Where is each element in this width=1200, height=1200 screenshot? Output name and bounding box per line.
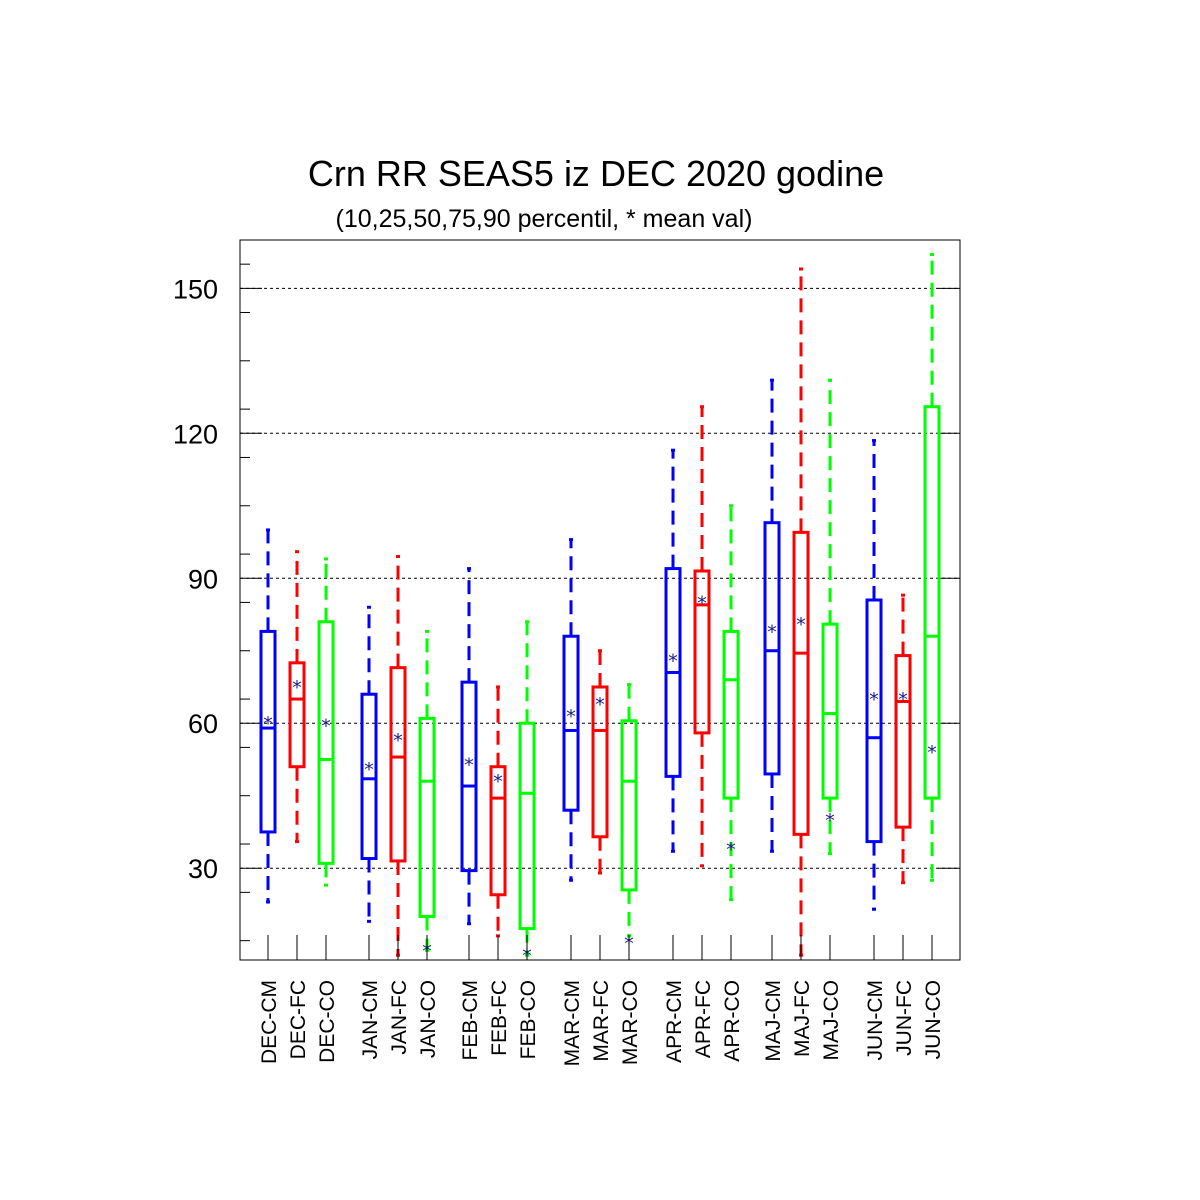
y-tick-label: 90 — [188, 564, 218, 594]
box-apr-fc: * — [693, 405, 711, 868]
mean-marker: * — [393, 730, 403, 752]
gridlines — [240, 287, 960, 869]
iqr-box — [317, 620, 335, 865]
x-tick-label: MAR-FC — [590, 980, 613, 1062]
iqr-box — [288, 661, 306, 769]
x-tick-label: DEC-FC — [287, 980, 310, 1059]
x-tick-label: JUN-FC — [893, 980, 916, 1056]
box-dec-cm: * — [259, 528, 277, 904]
x-tick-label: FEB-FC — [488, 980, 511, 1056]
box-feb-cm: * — [460, 567, 478, 926]
x-tick-label: MAJ-FC — [791, 980, 814, 1057]
mean-marker: * — [825, 810, 835, 832]
mean-marker: * — [321, 716, 331, 738]
x-tick-label: JAN-FC — [388, 980, 411, 1055]
x-tick-label: MAR-CO — [619, 980, 642, 1065]
mean-marker: * — [292, 677, 302, 699]
box-dec-co: * — [317, 557, 335, 887]
mean-marker: * — [927, 742, 937, 764]
chart-subtitle: (10,25,50,75,90 percentil, * mean val) — [336, 205, 753, 233]
mean-marker: * — [726, 839, 736, 861]
box-maj-cm: * — [763, 378, 781, 853]
mean-marker: * — [668, 650, 678, 672]
iqr-box — [792, 530, 810, 836]
iqr-box — [821, 622, 839, 800]
iqr-box — [259, 629, 277, 834]
iqr-box — [360, 692, 378, 861]
y-tick-label: 30 — [188, 854, 218, 884]
box-apr-cm: * — [664, 448, 682, 853]
iqr-box — [923, 405, 941, 800]
x-tick-label: FEB-CO — [517, 980, 540, 1059]
box-maj-co: * — [821, 378, 839, 856]
x-tick-label: JUN-CM — [864, 980, 887, 1060]
box-jun-fc: * — [894, 593, 912, 885]
x-tick-label: MAJ-CM — [762, 980, 785, 1062]
box-jun-co: * — [923, 252, 941, 882]
mean-marker: * — [595, 694, 605, 716]
x-tick-label: MAR-CM — [561, 980, 584, 1066]
mean-marker: * — [364, 759, 374, 781]
y-tick-label: 150 — [173, 274, 218, 304]
x-tick-label: APR-FC — [692, 980, 715, 1058]
y-tick-label: 60 — [188, 709, 218, 739]
x-tick-label: JAN-CO — [417, 980, 440, 1058]
iqr-box — [722, 629, 740, 800]
iqr-box — [460, 680, 478, 873]
iqr-box — [763, 521, 781, 776]
x-tick-label: JUN-CO — [922, 980, 945, 1059]
iqr-box — [562, 634, 580, 812]
box-dec-fc: * — [288, 550, 306, 844]
box-jun-cm: * — [865, 439, 883, 911]
iqr-box — [418, 716, 436, 919]
x-tick-label: MAJ-CO — [820, 980, 843, 1061]
iqr-box — [894, 654, 912, 829]
box-feb-fc: * — [489, 685, 507, 938]
x-tick-label: FEB-CM — [459, 980, 482, 1061]
box-mar-cm: * — [562, 538, 580, 882]
y-axis: 30 60 90 120 150 — [173, 263, 960, 942]
x-tick-label: DEC-CM — [258, 980, 281, 1064]
mean-marker: * — [767, 621, 777, 643]
iqr-box — [693, 569, 711, 735]
mean-marker: * — [493, 771, 503, 793]
mean-marker: * — [566, 706, 576, 728]
chart-title: Crn RR SEAS5 iz DEC 2020 godine — [308, 153, 884, 194]
mean-marker: * — [263, 713, 273, 735]
plot-frame — [239, 239, 961, 961]
x-tick-label: APR-CM — [663, 980, 686, 1063]
iqr-box — [489, 765, 507, 897]
x-tick-label: APR-CO — [721, 980, 744, 1062]
y-tick-label: 120 — [173, 419, 218, 449]
mean-marker: * — [869, 689, 879, 711]
mean-marker: * — [697, 592, 707, 614]
box-jan-cm: * — [360, 605, 378, 923]
iqr-box — [389, 666, 407, 863]
mean-marker: * — [464, 754, 474, 776]
iqr-box — [518, 721, 536, 931]
mean-marker: * — [796, 614, 806, 636]
box-mar-fc: * — [591, 649, 609, 875]
iqr-box — [591, 685, 609, 839]
iqr-box — [865, 598, 883, 844]
x-axis: DEC-CM DEC-FC DEC-CO JAN-CM JAN-FC JAN-CO FEB-… — [258, 935, 945, 1066]
iqr-box — [620, 719, 638, 892]
box-apr-co: * — [722, 504, 740, 902]
x-tick-label: DEC-CO — [316, 980, 339, 1063]
x-tick-label: JAN-CM — [359, 980, 382, 1059]
mean-marker: * — [898, 689, 908, 711]
